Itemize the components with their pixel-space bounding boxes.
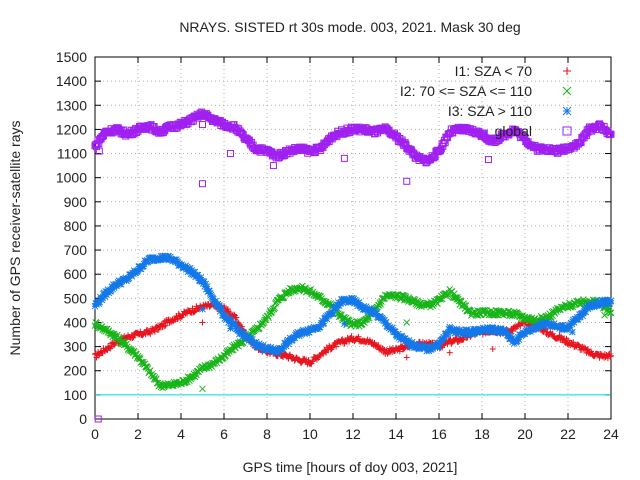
- y-tick-label: 700: [64, 242, 88, 258]
- data-point: [607, 297, 615, 305]
- legend-marker: [562, 106, 572, 116]
- data-point: [396, 348, 403, 355]
- y-tick-label: 1100: [57, 146, 87, 162]
- outlier-point: [484, 156, 492, 164]
- y-tick-label: 300: [64, 339, 88, 355]
- outlier-point: [199, 319, 206, 326]
- outlier-point: [199, 180, 206, 188]
- x-tick-label: 22: [560, 426, 576, 442]
- y-tick-label: 1400: [56, 73, 87, 89]
- data-point: [333, 343, 340, 350]
- outlier-point: [227, 325, 234, 332]
- axis-layer: 0 2 4 6 8 10 12 14 16 18 20 22 240100200300400500600…: [56, 49, 619, 442]
- data-point: [329, 310, 337, 318]
- y-tick-label: 100: [64, 387, 88, 403]
- data-point: [346, 338, 353, 345]
- data-point: [261, 316, 269, 324]
- outlier-point: [597, 350, 604, 357]
- data-point: [348, 333, 355, 340]
- y-tick-label: 200: [64, 363, 88, 379]
- legend-label: I1: SZA < 70: [455, 63, 533, 79]
- y-tick-label: 800: [64, 218, 88, 234]
- y-tick-label: 600: [64, 266, 88, 282]
- outlier-point: [199, 305, 206, 313]
- data-point: [607, 353, 614, 360]
- x-tick-label: 10: [302, 426, 318, 442]
- x-tick-label: 0: [91, 426, 99, 442]
- data-point: [570, 339, 577, 346]
- data-point: [460, 336, 467, 343]
- outlier-point: [403, 177, 411, 185]
- legend-marker: [562, 126, 572, 136]
- x-tick-label: 6: [220, 426, 228, 442]
- x-tick-label: 18: [474, 426, 490, 442]
- y-tick-label: 1300: [56, 97, 87, 113]
- data-point: [230, 311, 237, 318]
- legend-label: I3: SZA > 110: [448, 103, 532, 119]
- y-tick-label: 1000: [56, 170, 87, 186]
- data-point: [155, 326, 162, 333]
- data-point: [218, 305, 226, 313]
- x-tick-label: 16: [431, 426, 447, 442]
- x-axis-label: GPS time [hours of doy 003, 2021]: [243, 459, 458, 475]
- data-point: [509, 327, 516, 334]
- grid-layer: [95, 57, 611, 419]
- outlier-point: [340, 154, 348, 162]
- y-tick-label: 900: [64, 194, 88, 210]
- data-point: [310, 357, 317, 364]
- y-tick-label: 0: [79, 411, 87, 427]
- data-point: [522, 321, 528, 328]
- legend-marker: [562, 86, 572, 96]
- data-point: [584, 346, 591, 353]
- outlier-point: [226, 150, 234, 158]
- data-point: [355, 333, 362, 340]
- series-4: [91, 108, 615, 188]
- outlier-point: [199, 121, 206, 129]
- outlier-point: [341, 320, 348, 328]
- legend-label: global: [495, 123, 532, 139]
- outlier-point: [446, 349, 453, 356]
- x-tick-label: 24: [603, 426, 619, 442]
- outlier-point: [489, 346, 496, 353]
- legend-label: I2: 70 <= SZA <= 110: [400, 83, 532, 99]
- data-point: [130, 334, 137, 341]
- data-point: [549, 330, 556, 337]
- outlier-point: [403, 354, 410, 361]
- legend-layer: I1: SZA < 70 I2: 70 <= SZA <= 110 I3: SZA …: [400, 63, 572, 139]
- data-point: [129, 334, 136, 341]
- y-tick-label: 1500: [56, 49, 87, 65]
- y-tick-label: 500: [64, 290, 88, 306]
- chart-title: NRAYS. SISTED rt 30s mode. 003, 2021. Ma…: [179, 19, 520, 35]
- x-tick-label: 20: [517, 426, 533, 442]
- x-tick-label: 2: [134, 426, 142, 442]
- x-tick-label: 14: [388, 426, 404, 442]
- data-point: [233, 314, 240, 321]
- data-point: [268, 308, 275, 316]
- y-tick-label: 400: [64, 314, 88, 330]
- outlier-point: [403, 319, 411, 326]
- outlier-point: [269, 162, 277, 170]
- y-tick-label: 1200: [56, 121, 87, 137]
- x-tick-label: 12: [345, 426, 361, 442]
- legend-marker: [563, 67, 571, 75]
- outlier-point: [568, 328, 576, 336]
- data-point: [309, 358, 316, 365]
- outlier-point: [199, 385, 206, 393]
- data-point: [305, 357, 312, 364]
- data-point: [608, 352, 614, 359]
- data-point: [162, 322, 169, 329]
- x-tick-label: 8: [263, 426, 271, 442]
- data-point: [459, 336, 466, 343]
- data-point: [323, 349, 330, 356]
- data-layer: [91, 108, 615, 423]
- data-point: [120, 341, 128, 349]
- x-tick-label: 4: [177, 426, 185, 442]
- y-axis-label: Number of GPS receiver-satellite rays: [7, 121, 23, 356]
